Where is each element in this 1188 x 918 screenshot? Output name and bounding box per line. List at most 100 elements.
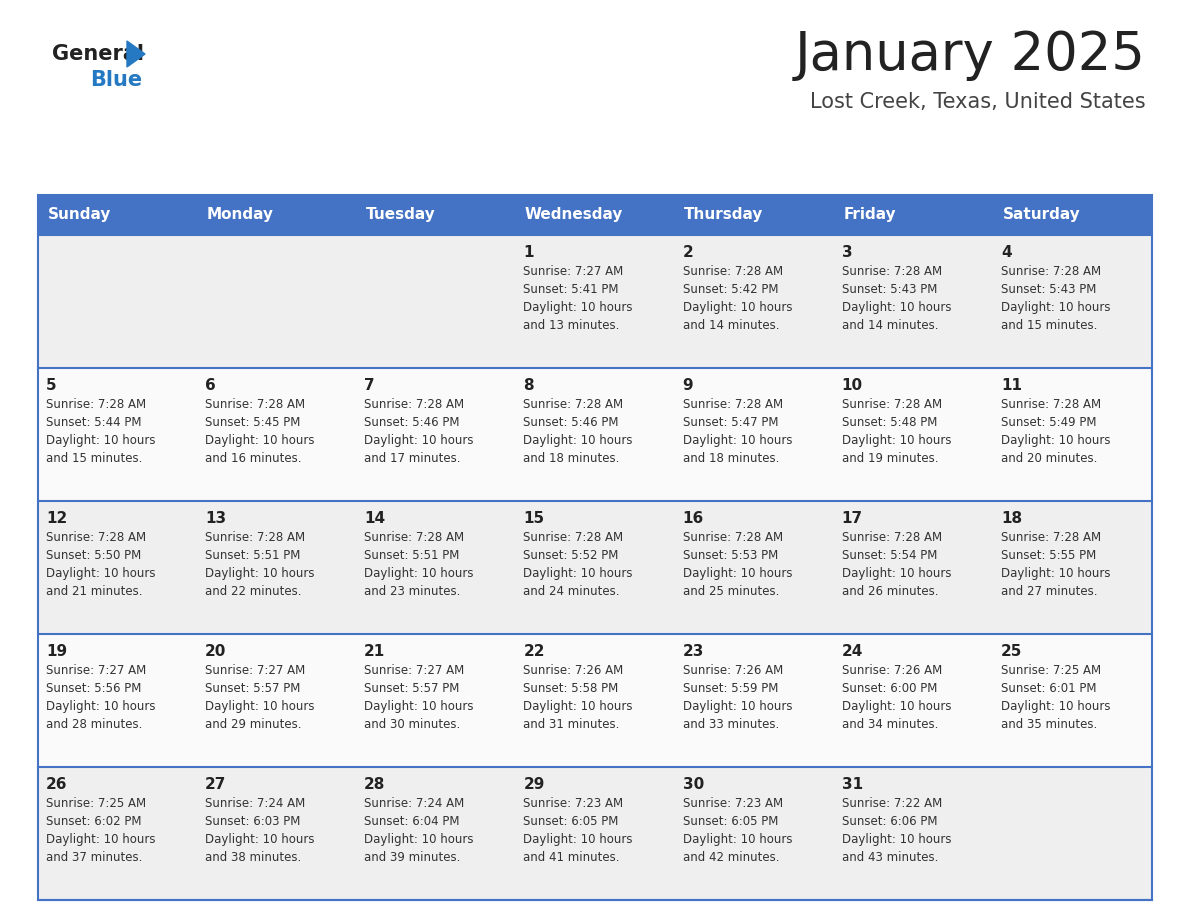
Text: 25: 25	[1000, 644, 1022, 659]
Text: Sunrise: 7:28 AM
Sunset: 5:47 PM
Daylight: 10 hours
and 18 minutes.: Sunrise: 7:28 AM Sunset: 5:47 PM Dayligh…	[683, 398, 792, 465]
Bar	[38, 235, 197, 368]
Text: Sunrise: 7:26 AM
Sunset: 5:58 PM
Daylight: 10 hours
and 31 minutes.: Sunrise: 7:26 AM Sunset: 5:58 PM Dayligh…	[524, 664, 633, 731]
Text: 27: 27	[206, 777, 227, 792]
Text: 22: 22	[524, 644, 545, 659]
Bar	[516, 368, 675, 501]
Text: Sunrise: 7:27 AM
Sunset: 5:41 PM
Daylight: 10 hours
and 13 minutes.: Sunrise: 7:27 AM Sunset: 5:41 PM Dayligh…	[524, 265, 633, 332]
Bar	[834, 195, 993, 235]
Bar	[197, 235, 356, 368]
Text: 16: 16	[683, 511, 703, 526]
Text: Sunrise: 7:23 AM
Sunset: 6:05 PM
Daylight: 10 hours
and 41 minutes.: Sunrise: 7:23 AM Sunset: 6:05 PM Dayligh…	[524, 797, 633, 864]
Text: Sunday: Sunday	[48, 207, 110, 222]
Text: 7: 7	[365, 378, 375, 393]
Text: Lost Creek, Texas, United States: Lost Creek, Texas, United States	[810, 92, 1146, 112]
Text: Sunrise: 7:28 AM
Sunset: 5:51 PM
Daylight: 10 hours
and 22 minutes.: Sunrise: 7:28 AM Sunset: 5:51 PM Dayligh…	[206, 531, 315, 598]
Text: Sunrise: 7:27 AM
Sunset: 5:56 PM
Daylight: 10 hours
and 28 minutes.: Sunrise: 7:27 AM Sunset: 5:56 PM Dayligh…	[46, 664, 156, 731]
Text: Sunrise: 7:28 AM
Sunset: 5:45 PM
Daylight: 10 hours
and 16 minutes.: Sunrise: 7:28 AM Sunset: 5:45 PM Dayligh…	[206, 398, 315, 465]
Bar	[356, 195, 516, 235]
Text: Sunrise: 7:25 AM
Sunset: 6:02 PM
Daylight: 10 hours
and 37 minutes.: Sunrise: 7:25 AM Sunset: 6:02 PM Dayligh…	[46, 797, 156, 864]
Bar	[197, 767, 356, 900]
Text: 10: 10	[841, 378, 862, 393]
Text: Sunrise: 7:23 AM
Sunset: 6:05 PM
Daylight: 10 hours
and 42 minutes.: Sunrise: 7:23 AM Sunset: 6:05 PM Dayligh…	[683, 797, 792, 864]
Text: 20: 20	[206, 644, 227, 659]
Text: Sunrise: 7:28 AM
Sunset: 5:44 PM
Daylight: 10 hours
and 15 minutes.: Sunrise: 7:28 AM Sunset: 5:44 PM Dayligh…	[46, 398, 156, 465]
Text: 29: 29	[524, 777, 545, 792]
Text: 4: 4	[1000, 245, 1011, 260]
Text: Sunrise: 7:22 AM
Sunset: 6:06 PM
Daylight: 10 hours
and 43 minutes.: Sunrise: 7:22 AM Sunset: 6:06 PM Dayligh…	[841, 797, 952, 864]
Text: 13: 13	[206, 511, 226, 526]
Text: 11: 11	[1000, 378, 1022, 393]
Bar	[675, 634, 834, 767]
Text: 5: 5	[46, 378, 57, 393]
Text: General: General	[52, 44, 144, 64]
Text: 23: 23	[683, 644, 704, 659]
Text: Tuesday: Tuesday	[366, 207, 436, 222]
Bar	[356, 767, 516, 900]
Text: 19: 19	[46, 644, 67, 659]
Text: 1: 1	[524, 245, 533, 260]
Text: 6: 6	[206, 378, 216, 393]
Text: 18: 18	[1000, 511, 1022, 526]
Bar	[993, 368, 1152, 501]
Text: 12: 12	[46, 511, 68, 526]
Bar	[516, 634, 675, 767]
Text: Sunrise: 7:28 AM
Sunset: 5:43 PM
Daylight: 10 hours
and 14 minutes.: Sunrise: 7:28 AM Sunset: 5:43 PM Dayligh…	[841, 265, 952, 332]
Text: Blue: Blue	[90, 70, 143, 90]
Bar	[516, 767, 675, 900]
Bar	[38, 767, 197, 900]
Bar	[38, 501, 197, 634]
Text: Saturday: Saturday	[1003, 207, 1080, 222]
Text: Sunrise: 7:25 AM
Sunset: 6:01 PM
Daylight: 10 hours
and 35 minutes.: Sunrise: 7:25 AM Sunset: 6:01 PM Dayligh…	[1000, 664, 1111, 731]
Bar	[993, 634, 1152, 767]
Bar	[197, 501, 356, 634]
Bar	[197, 195, 356, 235]
Bar	[993, 501, 1152, 634]
Bar	[834, 368, 993, 501]
Text: Sunrise: 7:28 AM
Sunset: 5:49 PM
Daylight: 10 hours
and 20 minutes.: Sunrise: 7:28 AM Sunset: 5:49 PM Dayligh…	[1000, 398, 1111, 465]
Text: 28: 28	[365, 777, 386, 792]
Bar	[675, 767, 834, 900]
Text: Sunrise: 7:28 AM
Sunset: 5:46 PM
Daylight: 10 hours
and 17 minutes.: Sunrise: 7:28 AM Sunset: 5:46 PM Dayligh…	[365, 398, 474, 465]
Bar	[38, 195, 197, 235]
Text: January 2025: January 2025	[795, 29, 1146, 81]
Bar	[38, 368, 197, 501]
Text: Sunrise: 7:28 AM
Sunset: 5:52 PM
Daylight: 10 hours
and 24 minutes.: Sunrise: 7:28 AM Sunset: 5:52 PM Dayligh…	[524, 531, 633, 598]
Text: Monday: Monday	[207, 207, 273, 222]
Bar	[38, 634, 197, 767]
Text: 15: 15	[524, 511, 544, 526]
Text: 24: 24	[841, 644, 862, 659]
Text: 17: 17	[841, 511, 862, 526]
Text: 9: 9	[683, 378, 693, 393]
Text: Sunrise: 7:28 AM
Sunset: 5:51 PM
Daylight: 10 hours
and 23 minutes.: Sunrise: 7:28 AM Sunset: 5:51 PM Dayligh…	[365, 531, 474, 598]
Text: Sunrise: 7:27 AM
Sunset: 5:57 PM
Daylight: 10 hours
and 30 minutes.: Sunrise: 7:27 AM Sunset: 5:57 PM Dayligh…	[365, 664, 474, 731]
Bar	[675, 368, 834, 501]
Bar	[516, 501, 675, 634]
Bar	[356, 634, 516, 767]
Bar	[516, 235, 675, 368]
Text: Sunrise: 7:24 AM
Sunset: 6:04 PM
Daylight: 10 hours
and 39 minutes.: Sunrise: 7:24 AM Sunset: 6:04 PM Dayligh…	[365, 797, 474, 864]
Text: 26: 26	[46, 777, 68, 792]
Text: 31: 31	[841, 777, 862, 792]
Polygon shape	[127, 41, 145, 67]
Text: 21: 21	[365, 644, 385, 659]
Bar	[38, 195, 1152, 900]
Text: Friday: Friday	[843, 207, 896, 222]
Text: 30: 30	[683, 777, 703, 792]
Text: Sunrise: 7:28 AM
Sunset: 5:50 PM
Daylight: 10 hours
and 21 minutes.: Sunrise: 7:28 AM Sunset: 5:50 PM Dayligh…	[46, 531, 156, 598]
Text: 2: 2	[683, 245, 694, 260]
Bar	[834, 767, 993, 900]
Bar	[356, 235, 516, 368]
Text: Sunrise: 7:28 AM
Sunset: 5:54 PM
Daylight: 10 hours
and 26 minutes.: Sunrise: 7:28 AM Sunset: 5:54 PM Dayligh…	[841, 531, 952, 598]
Bar	[516, 195, 675, 235]
Text: Sunrise: 7:28 AM
Sunset: 5:42 PM
Daylight: 10 hours
and 14 minutes.: Sunrise: 7:28 AM Sunset: 5:42 PM Dayligh…	[683, 265, 792, 332]
Text: Wednesday: Wednesday	[525, 207, 624, 222]
Text: Sunrise: 7:28 AM
Sunset: 5:46 PM
Daylight: 10 hours
and 18 minutes.: Sunrise: 7:28 AM Sunset: 5:46 PM Dayligh…	[524, 398, 633, 465]
Bar	[993, 767, 1152, 900]
Text: Sunrise: 7:27 AM
Sunset: 5:57 PM
Daylight: 10 hours
and 29 minutes.: Sunrise: 7:27 AM Sunset: 5:57 PM Dayligh…	[206, 664, 315, 731]
Text: Sunrise: 7:26 AM
Sunset: 5:59 PM
Daylight: 10 hours
and 33 minutes.: Sunrise: 7:26 AM Sunset: 5:59 PM Dayligh…	[683, 664, 792, 731]
Text: Sunrise: 7:28 AM
Sunset: 5:55 PM
Daylight: 10 hours
and 27 minutes.: Sunrise: 7:28 AM Sunset: 5:55 PM Dayligh…	[1000, 531, 1111, 598]
Bar	[197, 368, 356, 501]
Text: Sunrise: 7:28 AM
Sunset: 5:53 PM
Daylight: 10 hours
and 25 minutes.: Sunrise: 7:28 AM Sunset: 5:53 PM Dayligh…	[683, 531, 792, 598]
Text: Thursday: Thursday	[684, 207, 764, 222]
Bar	[356, 501, 516, 634]
